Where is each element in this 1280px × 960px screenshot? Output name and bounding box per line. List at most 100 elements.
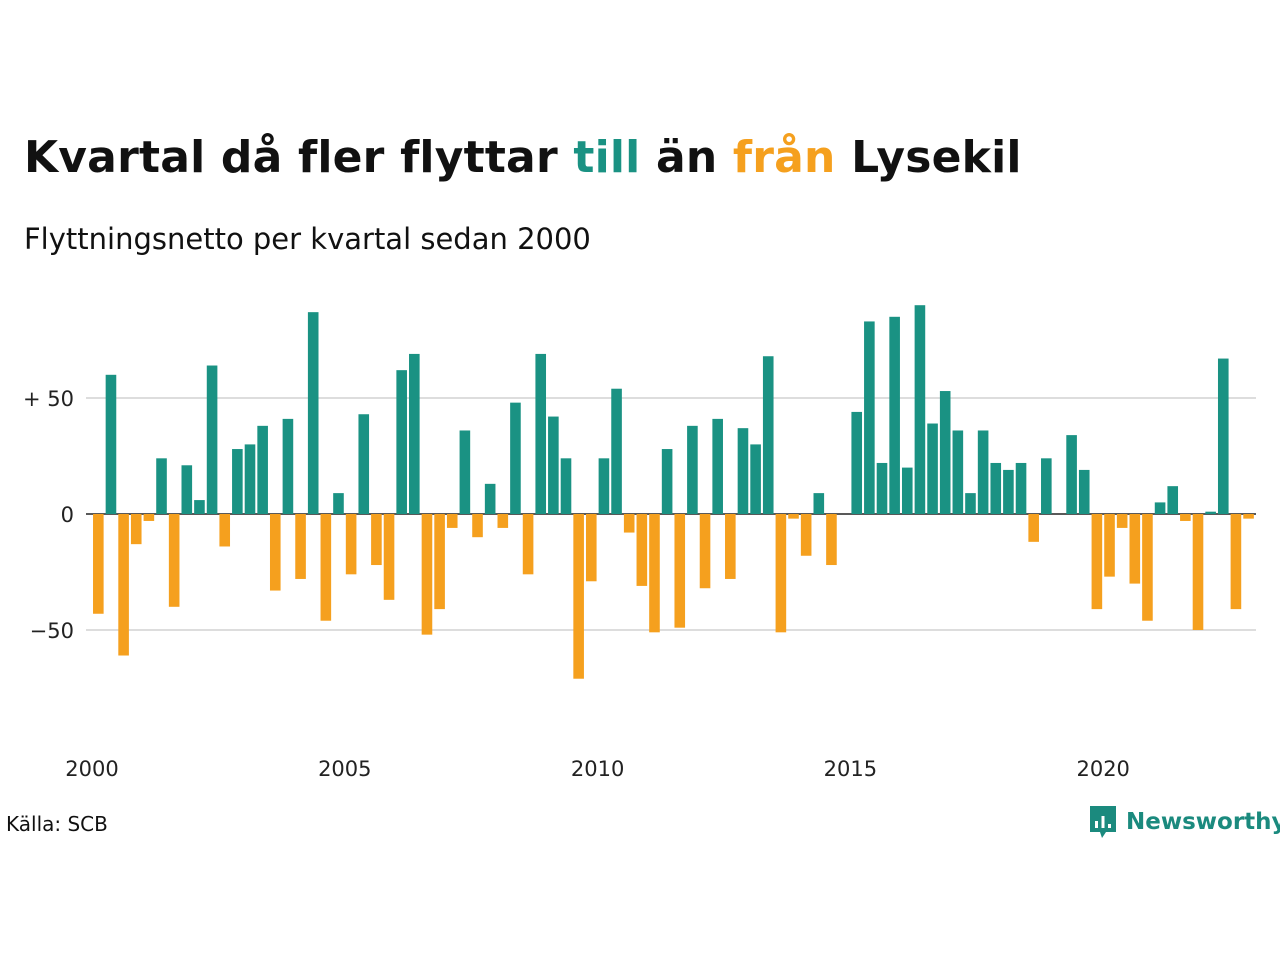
bar xyxy=(396,370,407,514)
title-part-1: Kvartal då fler flyttar xyxy=(24,132,574,183)
bar xyxy=(1230,514,1242,610)
bar xyxy=(977,430,989,514)
bar xyxy=(623,514,635,533)
y-tick-label: + 50 xyxy=(23,387,74,411)
bar xyxy=(307,312,319,514)
bar xyxy=(851,411,863,514)
bar xyxy=(636,514,648,586)
bar xyxy=(409,353,420,514)
bar xyxy=(257,425,268,514)
bar xyxy=(826,514,837,566)
title-highlight-in: till xyxy=(573,132,641,183)
bar xyxy=(674,514,686,628)
bar xyxy=(800,514,812,556)
chart-subtitle: Flyttningsnetto per kvartal sedan 2000 xyxy=(24,222,591,256)
bar xyxy=(181,465,193,514)
bar xyxy=(446,514,458,528)
bar xyxy=(497,514,509,528)
bar xyxy=(421,514,433,635)
bar xyxy=(1142,514,1153,621)
bar xyxy=(788,514,799,519)
bar xyxy=(762,356,774,514)
bar xyxy=(876,462,888,514)
bar xyxy=(1167,486,1179,514)
bar xyxy=(990,462,1002,514)
bar xyxy=(725,514,736,579)
bar xyxy=(244,444,256,514)
bar xyxy=(737,428,749,514)
bar xyxy=(269,514,281,591)
bar xyxy=(914,305,926,514)
bar xyxy=(358,414,370,514)
bar xyxy=(232,449,243,514)
x-tick-label: 2005 xyxy=(318,757,371,781)
bar xyxy=(168,514,180,607)
bar xyxy=(295,514,306,579)
bar xyxy=(510,402,521,514)
bar xyxy=(1129,514,1141,584)
bar xyxy=(105,374,117,514)
bar xyxy=(333,493,344,514)
bar xyxy=(434,514,445,610)
bar xyxy=(535,353,547,514)
x-tick-label: 2010 xyxy=(571,757,624,781)
source-note: Källa: SCB xyxy=(6,812,108,836)
bar xyxy=(699,514,711,589)
bar xyxy=(383,514,395,600)
bar xyxy=(459,430,471,514)
bar xyxy=(282,418,294,514)
bar xyxy=(889,316,900,514)
chart-title: Kvartal då fler flyttar till än från Lys… xyxy=(24,132,1022,183)
bar xyxy=(901,467,913,514)
bar xyxy=(965,493,976,514)
bar xyxy=(345,514,357,575)
bar xyxy=(1028,514,1039,542)
title-part-3: Lysekil xyxy=(835,132,1022,183)
bar xyxy=(1003,469,1014,514)
bar xyxy=(611,388,622,514)
bar xyxy=(864,321,875,514)
bar xyxy=(927,423,938,514)
bar xyxy=(206,365,218,514)
bar xyxy=(472,514,483,538)
bar xyxy=(1116,514,1128,528)
bar xyxy=(1243,514,1254,519)
bar xyxy=(1154,502,1166,514)
bar xyxy=(1015,462,1027,514)
title-part-2: än xyxy=(640,132,733,183)
bar xyxy=(1104,514,1115,577)
bar xyxy=(1192,514,1204,630)
bar xyxy=(156,458,167,514)
bar xyxy=(775,514,787,633)
bar xyxy=(1066,435,1077,514)
bar xyxy=(130,514,142,545)
bar xyxy=(939,391,951,514)
x-tick-label: 2000 xyxy=(65,757,118,781)
brand-name: Newsworthy xyxy=(1126,809,1280,835)
bar xyxy=(1217,358,1229,514)
bar xyxy=(548,416,559,514)
axis-labels: + 50 0 −50 2000 2005 2010 2015 2020 xyxy=(23,387,1130,781)
bar xyxy=(712,418,723,514)
bar xyxy=(598,458,610,514)
bar xyxy=(143,514,155,521)
bar xyxy=(484,483,496,514)
bar xyxy=(93,514,104,614)
bar xyxy=(661,449,673,514)
title-highlight-out: från xyxy=(732,132,836,183)
bar xyxy=(1091,514,1103,610)
bar xyxy=(522,514,534,575)
bar xyxy=(585,514,597,582)
bar xyxy=(1205,511,1216,514)
bar xyxy=(952,430,964,514)
bar xyxy=(194,500,205,514)
bar xyxy=(219,514,231,547)
bar-chart: + 50 0 −50 2000 2005 2010 2015 2020 xyxy=(23,305,1256,781)
bar xyxy=(813,493,825,514)
bar xyxy=(649,514,660,633)
x-tick-label: 2020 xyxy=(1076,757,1129,781)
newsworthy-logo-icon xyxy=(1090,806,1116,838)
bar xyxy=(1078,469,1090,514)
bar xyxy=(1180,514,1191,521)
bars xyxy=(93,305,1254,679)
